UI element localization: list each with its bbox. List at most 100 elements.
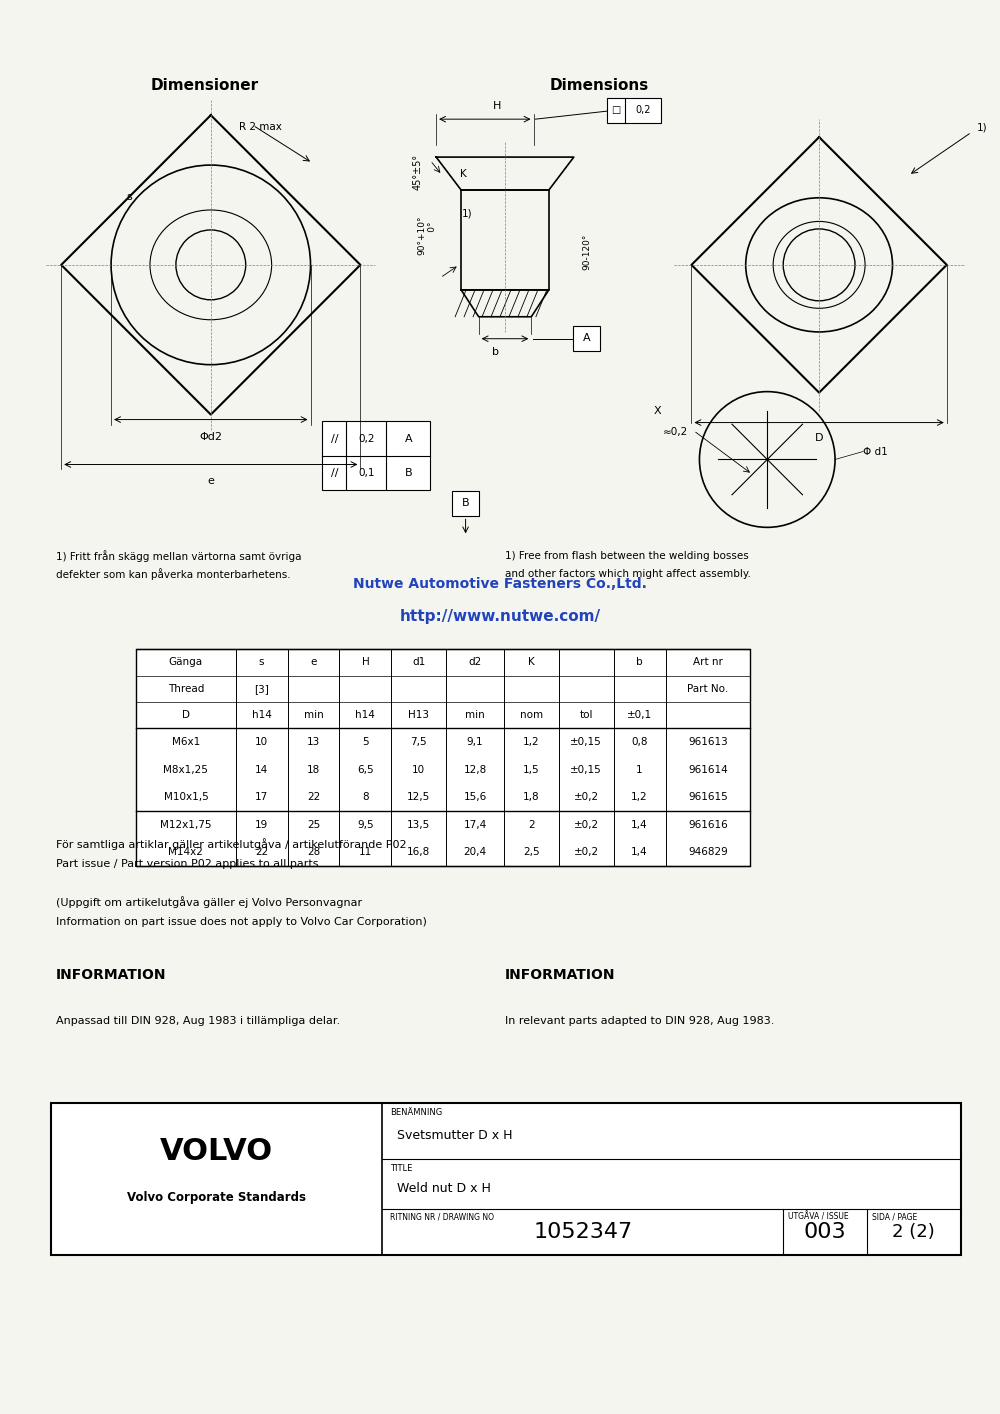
Text: h14: h14 — [355, 710, 375, 720]
Text: 1,5: 1,5 — [523, 765, 540, 775]
Text: B: B — [462, 498, 469, 509]
Text: defekter som kan påverka monterbarhetens.: defekter som kan påverka monterbarhetens… — [56, 568, 291, 580]
Bar — [607, 98, 661, 123]
Text: SIDA / PAGE: SIDA / PAGE — [872, 1212, 917, 1222]
Text: s: s — [259, 658, 264, 667]
Text: M14x2: M14x2 — [168, 847, 203, 857]
Text: 1) Fritt från skägg mellan värtorna samt övriga: 1) Fritt från skägg mellan värtorna samt… — [56, 550, 302, 563]
Text: 946829: 946829 — [688, 847, 728, 857]
Text: H: H — [493, 102, 501, 112]
Text: 22: 22 — [255, 847, 268, 857]
Text: 961613: 961613 — [688, 737, 728, 747]
Text: e: e — [310, 658, 317, 667]
Bar — [136, 649, 750, 865]
Text: M8x1,25: M8x1,25 — [163, 765, 208, 775]
Text: h14: h14 — [252, 710, 272, 720]
Text: 9,1: 9,1 — [467, 737, 483, 747]
Text: Φ d1: Φ d1 — [863, 447, 887, 457]
Text: ±0,2: ±0,2 — [574, 847, 599, 857]
Text: Information on part issue does not apply to Volvo Car Corporation): Information on part issue does not apply… — [56, 916, 427, 926]
Text: ±0,15: ±0,15 — [570, 765, 602, 775]
Text: 0,2: 0,2 — [358, 434, 375, 444]
Text: 19: 19 — [255, 820, 268, 830]
Text: 6,5: 6,5 — [357, 765, 374, 775]
Text: ±0,1: ±0,1 — [627, 710, 652, 720]
Text: 22: 22 — [307, 792, 320, 802]
Text: s: s — [126, 192, 132, 202]
Text: 1,4: 1,4 — [631, 847, 648, 857]
Text: 1,8: 1,8 — [523, 792, 540, 802]
Text: Nutwe Automotive Fasteners Co.,Ltd.: Nutwe Automotive Fasteners Co.,Ltd. — [353, 577, 647, 591]
Text: B: B — [404, 468, 412, 478]
Text: Anpassad till DIN 928, Aug 1983 i tillämpliga delar.: Anpassad till DIN 928, Aug 1983 i tilläm… — [56, 1017, 340, 1027]
Text: A: A — [582, 332, 590, 342]
Text: 1): 1) — [976, 122, 987, 132]
Text: 90-120°: 90-120° — [582, 233, 591, 270]
Text: 1): 1) — [462, 209, 472, 219]
Text: 961614: 961614 — [688, 765, 728, 775]
Text: 1,4: 1,4 — [631, 820, 648, 830]
Text: 17: 17 — [255, 792, 268, 802]
Text: 0,8: 0,8 — [631, 737, 648, 747]
Text: //: // — [331, 434, 338, 444]
Text: ≈0,2: ≈0,2 — [663, 427, 688, 437]
Text: För samtliga artiklar gäller artikelutgåva / artikelutförande P02: För samtliga artiklar gäller artikelutgå… — [56, 837, 407, 850]
Text: 7,5: 7,5 — [410, 737, 427, 747]
Text: M12x1,75: M12x1,75 — [160, 820, 212, 830]
Text: (Uppgift om artikelutgåva gäller ej Volvo Personvagnar: (Uppgift om artikelutgåva gäller ej Volv… — [56, 895, 362, 908]
Text: 18: 18 — [307, 765, 320, 775]
Text: b: b — [636, 658, 643, 667]
Text: M10x1,5: M10x1,5 — [164, 792, 208, 802]
Text: 1,2: 1,2 — [631, 792, 648, 802]
Text: min: min — [465, 710, 485, 720]
Text: X: X — [654, 406, 661, 416]
Text: 1,2: 1,2 — [523, 737, 540, 747]
Text: Dimensions: Dimensions — [550, 78, 649, 93]
Text: 10: 10 — [255, 737, 268, 747]
Text: ±0,2: ±0,2 — [574, 820, 599, 830]
Text: min: min — [304, 710, 323, 720]
Text: K: K — [528, 658, 535, 667]
Text: d2: d2 — [468, 658, 482, 667]
Text: e: e — [207, 477, 214, 486]
Text: 0,1: 0,1 — [358, 468, 375, 478]
Text: 20,4: 20,4 — [464, 847, 487, 857]
Text: 45°±5°: 45°±5° — [412, 154, 422, 189]
Bar — [322, 420, 430, 491]
Bar — [452, 492, 479, 516]
Text: 13: 13 — [307, 737, 320, 747]
Text: //: // — [331, 468, 338, 478]
Text: tol: tol — [580, 710, 593, 720]
Text: 14: 14 — [255, 765, 268, 775]
Text: 003: 003 — [804, 1222, 846, 1241]
Text: INFORMATION: INFORMATION — [56, 969, 167, 983]
Text: 9,5: 9,5 — [357, 820, 374, 830]
Text: H: H — [362, 658, 369, 667]
Text: 961616: 961616 — [688, 820, 728, 830]
Text: In relevant parts adapted to DIN 928, Aug 1983.: In relevant parts adapted to DIN 928, Au… — [505, 1017, 774, 1027]
Text: ±0,15: ±0,15 — [570, 737, 602, 747]
Text: b: b — [492, 346, 499, 356]
Text: UTGÅVA / ISSUE: UTGÅVA / ISSUE — [788, 1212, 849, 1222]
Text: BENÄMNING: BENÄMNING — [390, 1107, 443, 1117]
Text: D: D — [815, 433, 823, 443]
Bar — [573, 325, 600, 351]
Text: K: K — [460, 170, 466, 180]
Text: Part issue / Part version P02 applies to all parts.: Part issue / Part version P02 applies to… — [56, 858, 322, 868]
Text: 16,8: 16,8 — [407, 847, 430, 857]
Text: □: □ — [611, 105, 620, 115]
Text: [3]: [3] — [254, 684, 269, 694]
Text: D: D — [182, 710, 190, 720]
Text: Art nr: Art nr — [693, 658, 723, 667]
Text: Φd2: Φd2 — [199, 431, 222, 441]
Text: nom: nom — [520, 710, 543, 720]
Text: 13,5: 13,5 — [407, 820, 430, 830]
Text: A: A — [404, 434, 412, 444]
Text: 0,2: 0,2 — [636, 105, 651, 115]
Text: 5: 5 — [362, 737, 369, 747]
Text: 12,5: 12,5 — [407, 792, 430, 802]
Text: Dimensioner: Dimensioner — [151, 78, 259, 93]
Text: R 2 max: R 2 max — [239, 122, 282, 132]
Text: 1) Free from flash between the welding bosses: 1) Free from flash between the welding b… — [505, 551, 749, 561]
Text: 28: 28 — [307, 847, 320, 857]
